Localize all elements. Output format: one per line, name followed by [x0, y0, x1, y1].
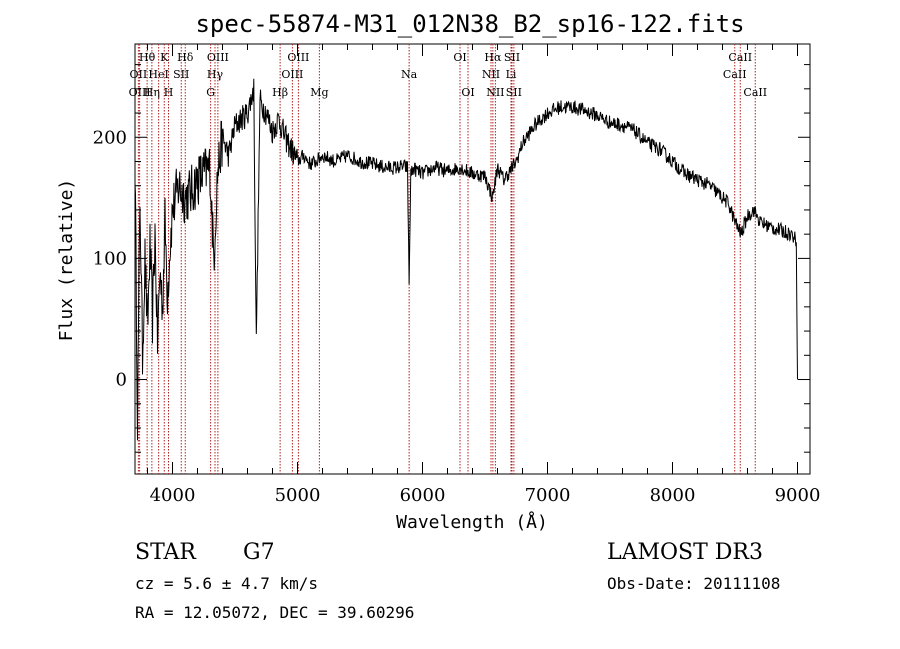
- marker-label: OI: [453, 51, 466, 64]
- obs-date: Obs-Date: 20111108: [607, 574, 780, 593]
- marker-label: Hη: [144, 86, 160, 99]
- marker-label: CaII: [728, 51, 752, 64]
- marker-label: CaII: [723, 68, 747, 81]
- marker-label: CaII: [743, 86, 767, 99]
- marker-label: HeI: [148, 68, 168, 81]
- object-class: STAR: [135, 540, 197, 565]
- marker-label: Hδ: [177, 51, 194, 64]
- x-axis-label: Wavelength (Å): [396, 511, 548, 533]
- chart-title: spec-55874-M31_012N38_B2_sp16-122.fits: [195, 10, 744, 38]
- marker-label: Hα: [484, 51, 502, 64]
- y-tick-label: 100: [93, 248, 127, 269]
- marker-label: K: [160, 51, 169, 64]
- marker-label: Mg: [310, 86, 328, 99]
- emission-line-labels: Hθ OII OIII K HeI Hη Hδ SII H OIII Hγ G OIII OIII Hβ Mg…: [129, 51, 767, 99]
- y-tick-label: 200: [93, 127, 127, 148]
- marker-label: OIII: [281, 68, 303, 81]
- redshift-cz: cz = 5.6 ± 4.7 km/s: [135, 574, 318, 593]
- x-tick-label: 7000: [525, 485, 571, 506]
- coordinates: RA = 12.05072, DEC = 39.60296: [135, 603, 414, 622]
- marker-label: SII: [173, 68, 189, 81]
- marker-label: NII: [486, 86, 504, 99]
- plot-frame: [134, 43, 811, 475]
- marker-label: NII: [482, 68, 500, 81]
- x-tick-label: 4000: [150, 485, 196, 506]
- marker-label: OIII: [129, 86, 151, 99]
- marker-label: G: [206, 86, 215, 99]
- spectrum-line: [134, 78, 798, 441]
- marker-label: OIII: [287, 51, 309, 64]
- y-tick-label: 0: [116, 370, 127, 391]
- marker-label: SII: [504, 51, 520, 64]
- x-tick-label: 6000: [400, 485, 446, 506]
- x-tick-label: 9000: [775, 485, 821, 506]
- x-tick-label: 8000: [650, 485, 696, 506]
- emission-line-markers: [137, 44, 756, 474]
- marker-label: OIII: [207, 51, 229, 64]
- marker-label: OI: [461, 86, 474, 99]
- marker-label: SII: [506, 86, 522, 99]
- marker-label: OII: [130, 68, 148, 81]
- x-axis-ticks: 4000 5000 6000 7000 8000 9000: [147, 44, 821, 506]
- marker-label: Hθ: [139, 51, 156, 64]
- marker-label: H: [164, 86, 174, 99]
- y-axis-label: Flux (relative): [56, 179, 77, 342]
- y-axis-ticks: 0 100 200: [93, 64, 810, 453]
- marker-label: Li: [506, 68, 517, 81]
- object-subclass: G7: [243, 540, 275, 565]
- marker-label: Hβ: [272, 86, 288, 99]
- survey-name: LAMOST DR3: [607, 540, 763, 565]
- marker-label: Hγ: [207, 68, 224, 81]
- marker-label: Na: [401, 68, 418, 81]
- x-tick-label: 5000: [275, 485, 321, 506]
